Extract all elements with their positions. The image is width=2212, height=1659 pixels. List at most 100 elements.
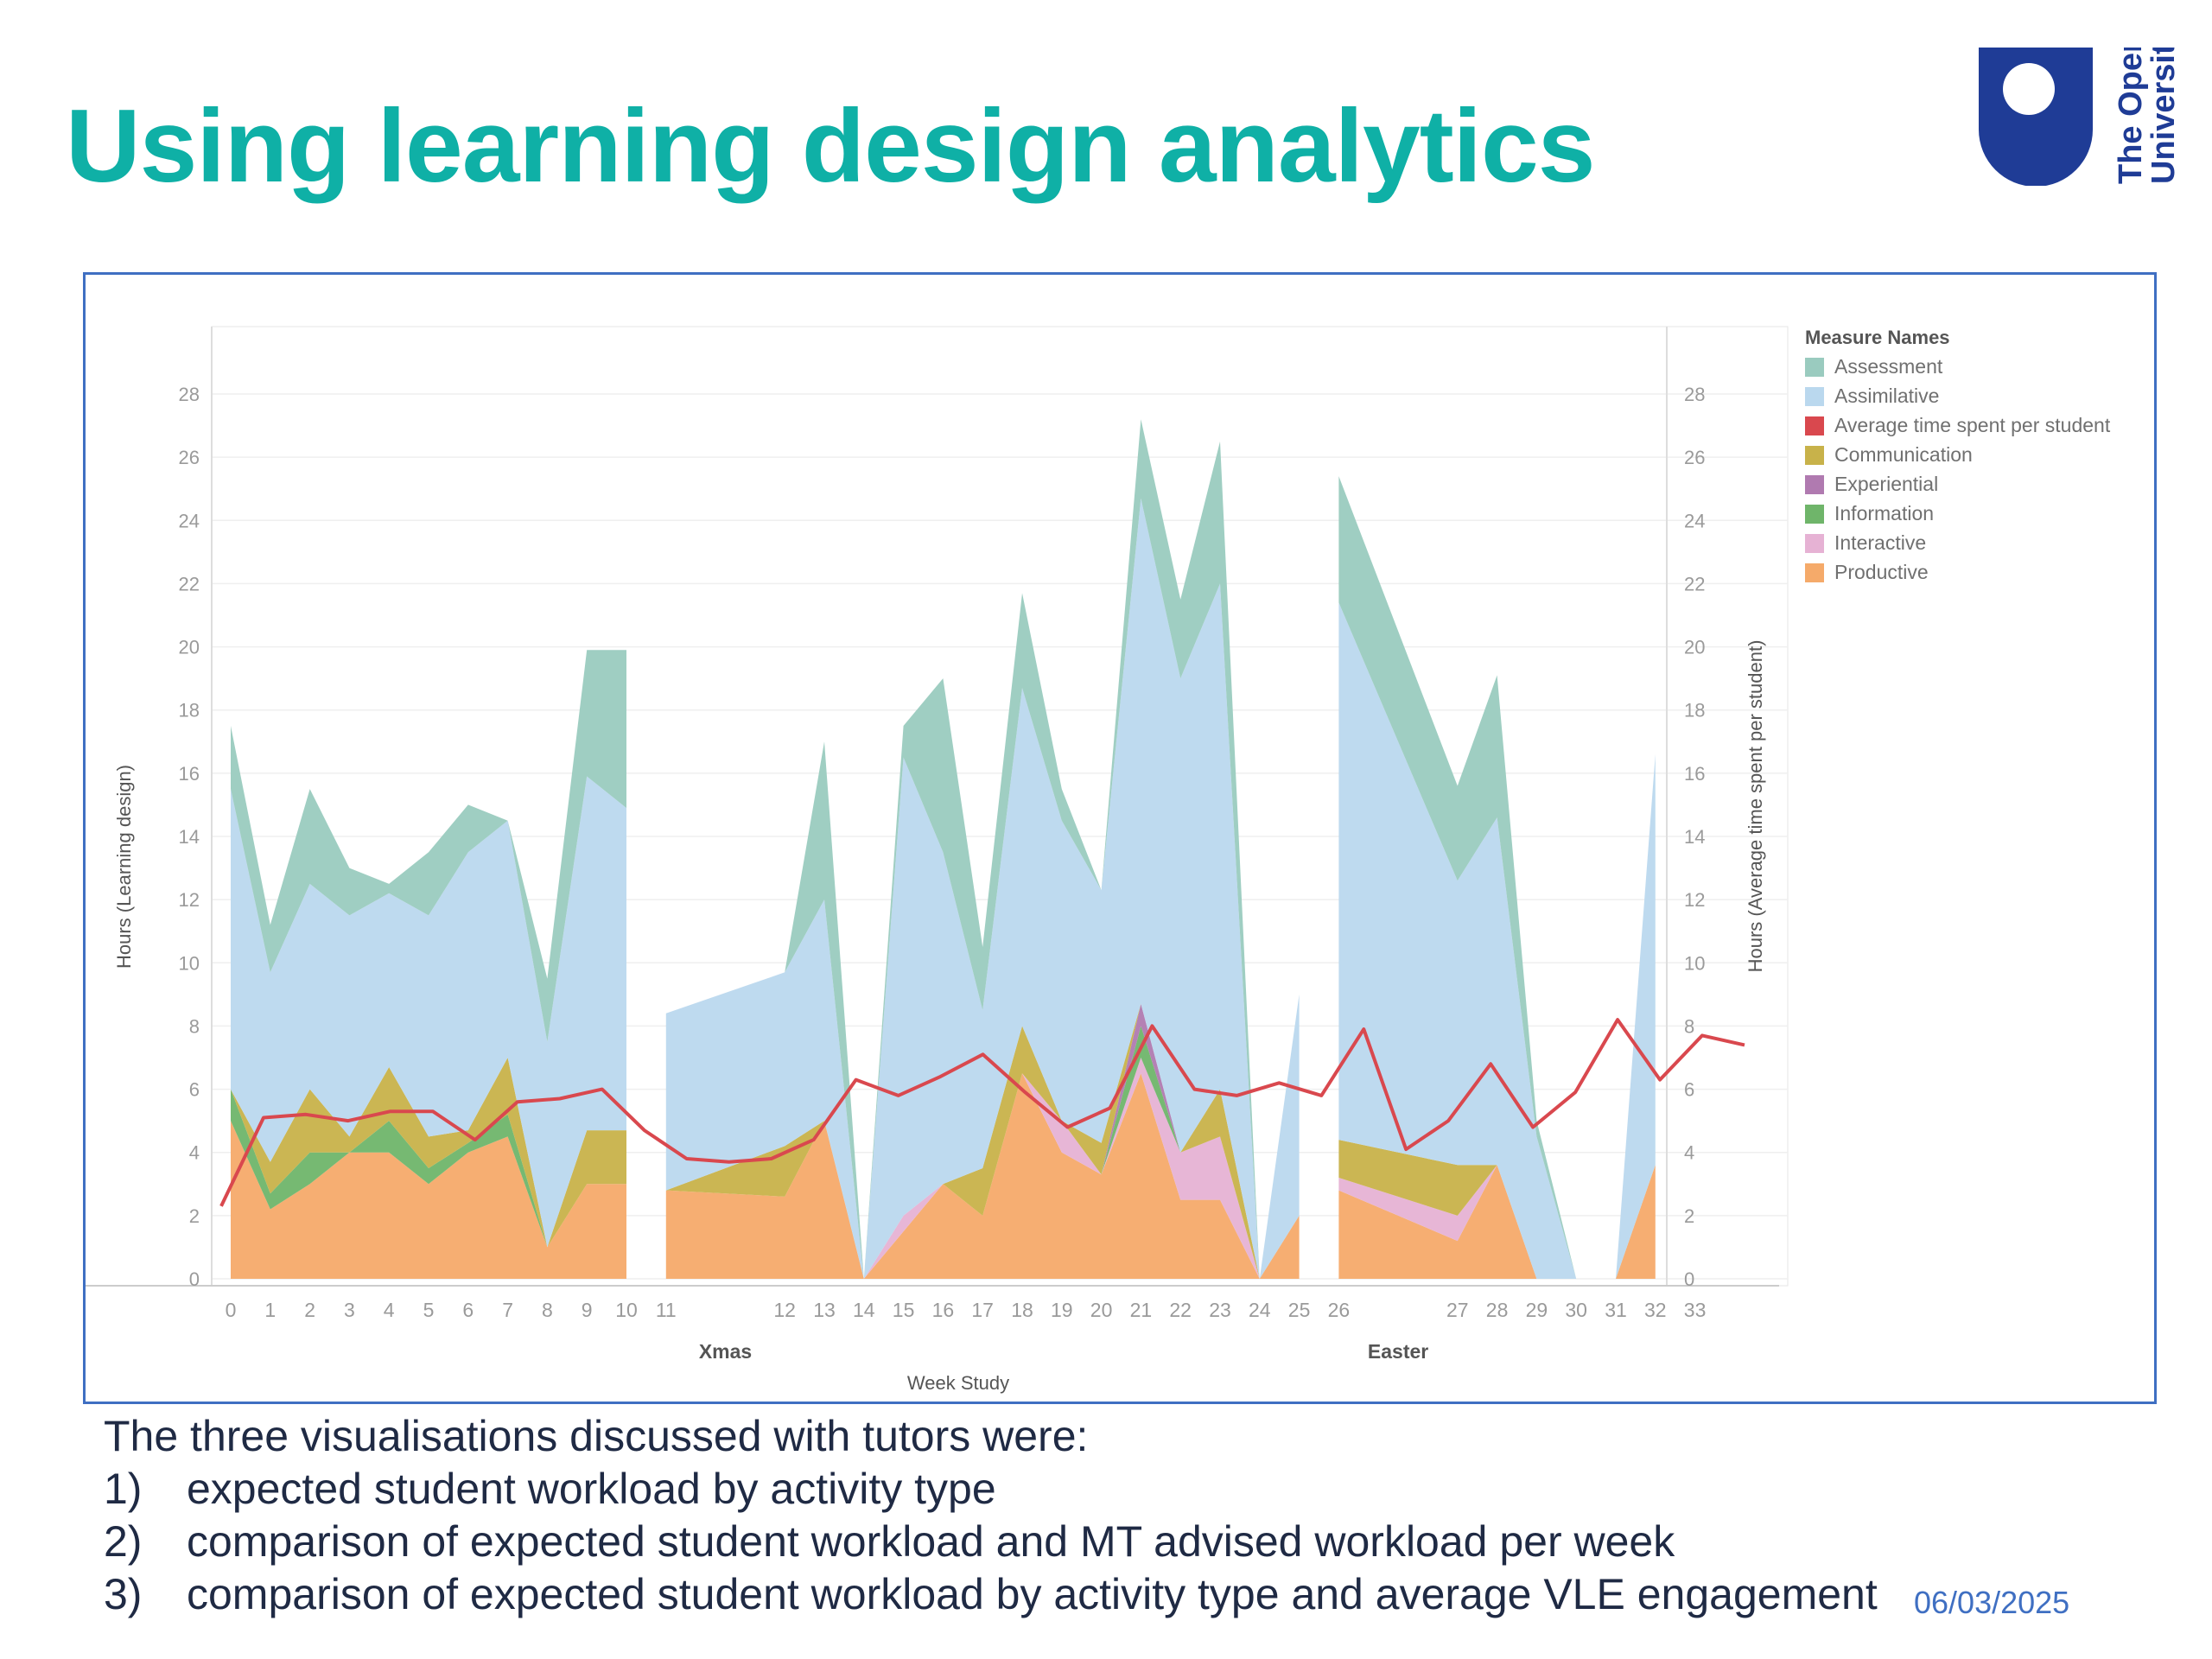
list-number: 1) — [104, 1465, 143, 1513]
area-communication — [1338, 1140, 1656, 1279]
x-tick-label: 18 — [1011, 1299, 1033, 1321]
x-tick-label: 30 — [1565, 1299, 1587, 1321]
slide-title: Using learning design analytics — [66, 88, 1595, 204]
body-text: The three visualisations discussed with … — [104, 1410, 1878, 1621]
x-tick-label: 32 — [1644, 1299, 1667, 1321]
intro-text: The three visualisations discussed with … — [104, 1412, 1089, 1460]
legend-title: Measure Names — [1805, 327, 1950, 348]
logo-text-line2: University — [2145, 48, 2177, 184]
legend-swatch — [1805, 416, 1824, 435]
x-tick-label: 24 — [1249, 1299, 1271, 1321]
legend-label: Productive — [1834, 561, 1929, 583]
x-tick-label: 0 — [226, 1299, 237, 1321]
x-tick-label: 20 — [1090, 1299, 1113, 1321]
x-tick-label: 17 — [971, 1299, 994, 1321]
x-tick-label: 9 — [582, 1299, 593, 1321]
area-assessment — [231, 650, 626, 1042]
area-interactive — [665, 1058, 1300, 1279]
x-tick-label: 4 — [384, 1299, 395, 1321]
chart-areas — [231, 419, 1656, 1279]
list-number: 3) — [104, 1570, 143, 1618]
y-tick-right: 0 — [1684, 1268, 1694, 1290]
area-communication — [665, 1003, 1300, 1279]
legend-label: Average time spent per student — [1834, 414, 2111, 436]
y-tick-left: 26 — [179, 447, 200, 468]
x-tick-label: 26 — [1328, 1299, 1351, 1321]
x-tick-label: 15 — [893, 1299, 915, 1321]
chart-frame: 0 0 2 2 4 4 6 6 8 8 10 10 12 12 14 14 16 16 18 18 20 20 22 22 24… — [83, 272, 2157, 1404]
area-assimilative — [1338, 602, 1656, 1279]
x-tick-label: 19 — [1051, 1299, 1073, 1321]
shield-icon — [1979, 48, 2093, 186]
y-tick-right: 18 — [1684, 700, 1705, 721]
area-productive — [231, 1121, 626, 1279]
legend-swatch — [1805, 446, 1824, 465]
area-assimilative — [665, 498, 1300, 1279]
x-tick-label: 3 — [344, 1299, 355, 1321]
logo-text-line1: The Open — [2113, 48, 2149, 184]
y-tick-right: 28 — [1684, 384, 1705, 405]
legend-swatch — [1805, 387, 1824, 406]
y-tick-right: 26 — [1684, 447, 1705, 468]
area-assimilative — [231, 776, 626, 1248]
x-tick-label: 5 — [423, 1299, 435, 1321]
x-tick-label: 33 — [1684, 1299, 1707, 1321]
legend-swatch — [1805, 475, 1824, 494]
x-tick-label: 10 — [615, 1299, 638, 1321]
list-number: 2) — [104, 1517, 143, 1566]
y-tick-right: 2 — [1684, 1205, 1694, 1227]
x-tick-label: 29 — [1526, 1299, 1548, 1321]
y-tick-right: 8 — [1684, 1015, 1694, 1037]
line-average-time — [219, 1018, 1745, 1207]
x-tick-label: 16 — [932, 1299, 955, 1321]
list-item: 3) comparison of expected student workloa… — [104, 1568, 1878, 1621]
legend-swatch — [1805, 534, 1824, 553]
y-tick-left: 16 — [179, 763, 200, 785]
y-tick-left: 10 — [179, 952, 200, 974]
y-tick-right: 6 — [1684, 1079, 1694, 1101]
y-tick-left: 20 — [179, 637, 200, 658]
y-tick-left: 2 — [189, 1205, 200, 1227]
y-tick-left: 24 — [179, 510, 200, 531]
x-tick-label: 14 — [853, 1299, 875, 1321]
y-tick-left: 18 — [179, 700, 200, 721]
x-tick-label: 11 — [656, 1299, 677, 1321]
y-tick-right: 4 — [1684, 1142, 1694, 1164]
area-communication — [231, 1058, 626, 1248]
y-tick-left: 14 — [179, 826, 200, 848]
x-tick-label: 12 — [773, 1299, 796, 1321]
y-tick-right: 12 — [1684, 889, 1705, 911]
legend-label: Communication — [1834, 443, 1973, 466]
y-tick-left: 28 — [179, 384, 200, 405]
legend-swatch — [1805, 358, 1824, 377]
y-tick-left: 0 — [189, 1268, 200, 1290]
y-tick-left: 6 — [189, 1079, 200, 1101]
area-productive — [1338, 1165, 1656, 1279]
y-tick-right: 24 — [1684, 510, 1705, 531]
x-tick-label: 22 — [1169, 1299, 1192, 1321]
list-item: 2) comparison of expected student workloa… — [104, 1516, 1878, 1568]
x-tick-label: 2 — [304, 1299, 315, 1321]
x-axis-title: Week Study — [907, 1372, 1009, 1394]
slide-date: 06/03/2025 — [1914, 1585, 2070, 1620]
y-tick-left: 22 — [179, 573, 200, 594]
list-text: expected student workload by activity ty… — [187, 1465, 996, 1513]
x-tick-label: 1 — [264, 1299, 276, 1321]
list-text: comparison of expected student workload … — [187, 1517, 1675, 1566]
y-tick-left: 4 — [189, 1142, 200, 1164]
list-text: comparison of expected student workload … — [187, 1570, 1878, 1618]
x-tick-label: 6 — [462, 1299, 474, 1321]
x-tick-label: 13 — [813, 1299, 836, 1321]
x-tick-label: 21 — [1130, 1299, 1153, 1321]
x-tick-label: 8 — [542, 1299, 553, 1321]
y-tick-left: 12 — [179, 889, 200, 911]
y-tick-right: 16 — [1684, 763, 1705, 785]
legend-label: Assimilative — [1834, 385, 1939, 407]
logo-wordmark: The Open University — [2113, 48, 2177, 184]
y-tick-right: 14 — [1684, 826, 1705, 848]
y-tick-right: 10 — [1684, 952, 1705, 974]
x-tick-label: 25 — [1288, 1299, 1311, 1321]
x-tick-label: 23 — [1209, 1299, 1231, 1321]
